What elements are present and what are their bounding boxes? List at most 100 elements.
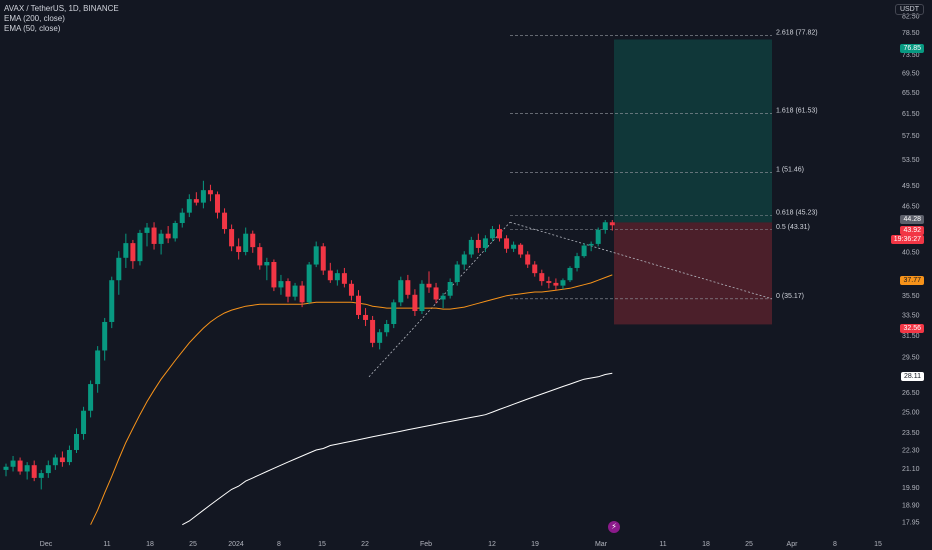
candle: [560, 278, 566, 290]
candle-body: [426, 283, 432, 288]
price-axis-label: 23.50: [902, 430, 920, 437]
candle-body: [116, 257, 122, 281]
date-axis-label: Apr: [787, 541, 799, 548]
candle: [454, 261, 460, 286]
candle: [313, 241, 319, 268]
price-axis-label: 25.00: [902, 410, 920, 417]
price-axis-label: 17.95: [902, 519, 920, 526]
candle: [398, 276, 404, 307]
candle-body: [602, 222, 608, 230]
date-axis-label: 12: [488, 541, 496, 548]
candle: [356, 290, 361, 319]
candle: [186, 194, 192, 218]
candle-body: [546, 281, 552, 283]
lightning-icon[interactable]: ⚡: [608, 521, 620, 533]
candle-body: [306, 264, 312, 303]
fib-label: 1.618 (61.53): [776, 107, 818, 114]
candle: [602, 220, 608, 234]
candle: [525, 251, 531, 268]
ema200-legend[interactable]: EMA (200, close): [4, 14, 65, 23]
candle: [109, 276, 115, 329]
candle: [66, 445, 72, 466]
uptrend-line: [368, 221, 511, 378]
candle-body: [348, 283, 354, 296]
candle-body: [158, 233, 164, 244]
candle-body: [433, 287, 439, 300]
price-axis-label: 49.50: [902, 183, 920, 190]
candle: [497, 224, 502, 242]
price-axis-label: 18.90: [902, 502, 920, 509]
candle: [327, 262, 333, 283]
candle-body: [45, 465, 51, 474]
candle-body: [292, 285, 298, 297]
date-axis-label: 8: [277, 541, 281, 548]
symbol-title[interactable]: AVAX / TetherUS, 1D, BINANCE: [4, 4, 119, 13]
candle: [271, 259, 277, 292]
price-axis-label: 65.50: [902, 90, 920, 97]
candle-body: [440, 295, 446, 300]
candle-body: [588, 243, 594, 246]
candle-body: [229, 229, 235, 247]
candle: [461, 251, 467, 270]
candle-body: [243, 233, 249, 253]
candle: [553, 278, 559, 291]
candle-body: [264, 261, 270, 266]
candle-body: [285, 281, 291, 297]
candle: [200, 180, 206, 209]
candle-body: [17, 460, 23, 472]
ema50-price-tag: 37.77: [900, 276, 924, 285]
candle: [581, 243, 587, 258]
candle-body: [581, 245, 587, 257]
candle-body: [215, 194, 220, 213]
price-axis-label: 31.50: [902, 333, 920, 340]
candle: [306, 261, 312, 305]
price-axis-label: 29.50: [902, 355, 920, 362]
candle-body: [532, 264, 538, 274]
candle-body: [419, 283, 425, 312]
candle-body: [482, 238, 488, 248]
candle: [482, 235, 488, 253]
candle-body: [327, 270, 333, 281]
candle: [151, 222, 157, 250]
candle-body: [31, 465, 37, 478]
candle: [215, 191, 220, 219]
price-axis-label: 33.50: [902, 312, 920, 319]
date-axis-label: 15: [874, 541, 882, 548]
candle: [264, 257, 270, 281]
price-axis-label: 69.50: [902, 70, 920, 77]
price-axis-label: 21.10: [902, 466, 920, 473]
date-axis-label: 19: [531, 541, 539, 548]
candle-body: [454, 264, 460, 282]
candle: [511, 241, 517, 253]
candle: [137, 229, 143, 266]
candle-body: [10, 460, 16, 467]
candle: [193, 192, 199, 206]
candle: [518, 243, 524, 258]
candle: [426, 271, 432, 293]
candle-body: [137, 232, 143, 262]
candle: [384, 319, 390, 337]
candle: [285, 278, 291, 303]
candle-body: [66, 449, 72, 463]
candle-body: [207, 190, 213, 195]
candle-body: [109, 280, 115, 322]
currency-badge[interactable]: USDT: [894, 4, 924, 15]
candle: [38, 469, 44, 490]
candle: [144, 223, 150, 247]
ema50-legend[interactable]: EMA (50, close): [4, 24, 61, 33]
candle: [391, 299, 397, 329]
date-axis-label: 22: [361, 541, 369, 548]
candle-body: [489, 229, 495, 239]
candle: [475, 233, 481, 253]
chart-legend: AVAX / TetherUS, 1D, BINANCE EMA (200, c…: [4, 4, 119, 34]
candle: [95, 346, 101, 393]
candle: [243, 227, 249, 256]
date-axis-label: Mar: [595, 541, 608, 548]
candle-body: [405, 280, 411, 295]
candle: [468, 236, 474, 258]
candle: [207, 184, 213, 202]
candle-body: [475, 239, 481, 248]
candle: [588, 241, 594, 252]
candle: [172, 220, 178, 242]
